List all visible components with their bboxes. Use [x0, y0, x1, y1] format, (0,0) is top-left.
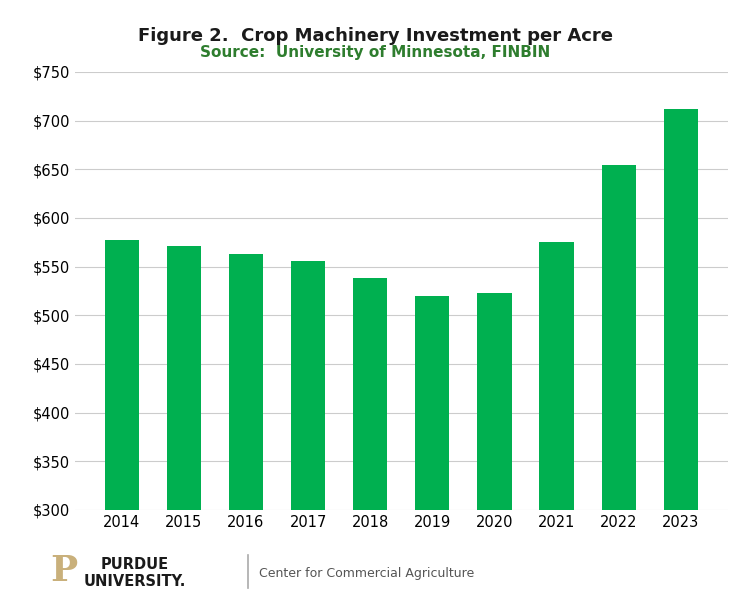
- Bar: [664, 109, 698, 600]
- Bar: [477, 293, 512, 600]
- Bar: [602, 166, 636, 600]
- Text: Center for Commercial Agriculture: Center for Commercial Agriculture: [259, 566, 474, 580]
- Text: Source:  University of Minnesota, FINBIN: Source: University of Minnesota, FINBIN: [200, 45, 550, 60]
- Bar: [166, 246, 201, 600]
- Bar: [229, 254, 263, 600]
- Text: Figure 2.  Crop Machinery Investment per Acre: Figure 2. Crop Machinery Investment per …: [137, 27, 613, 45]
- Bar: [416, 296, 449, 600]
- Bar: [353, 278, 387, 600]
- Bar: [539, 242, 574, 600]
- Bar: [105, 241, 139, 600]
- Bar: [291, 261, 326, 600]
- Text: PURDUE
UNIVERSITY.: PURDUE UNIVERSITY.: [84, 557, 186, 589]
- Text: P: P: [50, 554, 77, 588]
